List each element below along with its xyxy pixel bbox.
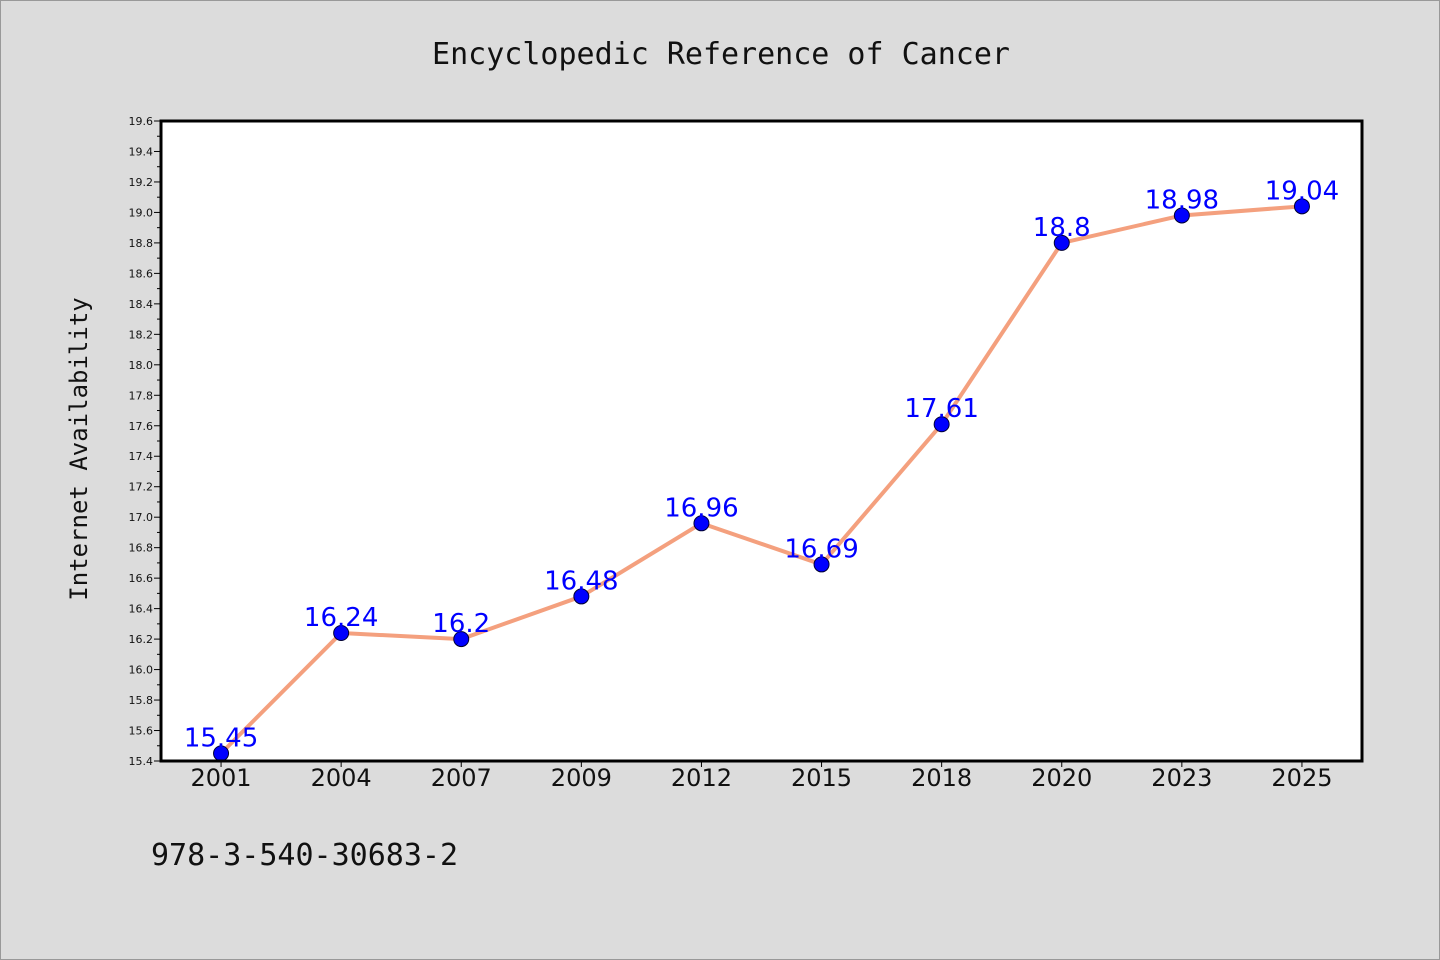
y-tick-label: 17.2 xyxy=(129,481,154,494)
x-tick-label: 2020 xyxy=(1031,764,1092,792)
data-label: 16.2 xyxy=(432,609,490,639)
x-tick-label: 2023 xyxy=(1151,764,1212,792)
x-tick-label: 2009 xyxy=(551,764,612,792)
data-label: 18.8 xyxy=(1033,213,1091,243)
series-layer xyxy=(213,198,1310,762)
y-tick-label: 18.4 xyxy=(129,298,154,311)
y-tick-label: 19.0 xyxy=(129,206,154,219)
data-point xyxy=(1293,198,1310,215)
x-tick-label: 2018 xyxy=(911,764,972,792)
y-tick-label: 18.0 xyxy=(129,359,154,372)
series-line xyxy=(219,204,1304,756)
x-axis-ticks: 2001 2004 2007 2009 2012 2015 2018 2020 2023 2025 xyxy=(191,761,1332,792)
plot-frame xyxy=(159,119,1364,763)
y-tick-label: 17.8 xyxy=(129,389,154,402)
y-tick-label: 17.6 xyxy=(129,420,154,433)
y-tick-label: 19.2 xyxy=(129,176,154,189)
data-label: 19.04 xyxy=(1265,176,1339,206)
data-label: 16.69 xyxy=(784,534,858,564)
data-label: 18.98 xyxy=(1145,185,1219,215)
y-tick-label: 18.6 xyxy=(129,267,154,280)
y-tick-label: 17.0 xyxy=(129,511,154,524)
data-point xyxy=(333,625,350,641)
y-tick-label: 16.6 xyxy=(129,572,154,585)
data-point xyxy=(1053,234,1070,251)
x-tick-label: 2001 xyxy=(191,764,252,792)
x-tick-label: 2025 xyxy=(1271,764,1332,792)
y-tick-label: 18.8 xyxy=(129,237,154,250)
isbn-footer: 978-3-540-30683-2 xyxy=(151,838,458,873)
y-tick-label: 19.4 xyxy=(129,145,154,158)
plot-area xyxy=(161,121,1362,761)
data-label: 17.61 xyxy=(904,394,978,424)
y-tick-label: 16.2 xyxy=(129,633,154,646)
x-tick-label: 2004 xyxy=(311,764,372,792)
y-tick-label: 17.4 xyxy=(129,450,154,463)
x-tick-label: 2015 xyxy=(791,764,852,792)
y-axis-ticks: 15.4 15.6 15.8 16.0 16.2 16.4 16.6 16.8 17.0 17.2… xyxy=(129,115,161,768)
data-point xyxy=(1173,207,1190,224)
y-tick-label: 15.8 xyxy=(129,694,154,707)
y-tick-label: 15.4 xyxy=(129,755,154,768)
x-tick-label: 2007 xyxy=(431,764,492,792)
data-point xyxy=(933,416,950,433)
y-tick-label: 19.6 xyxy=(129,115,154,128)
data-label: 16.96 xyxy=(664,493,738,523)
y-tick-label: 16.0 xyxy=(129,664,154,677)
y-tick-label: 16.8 xyxy=(129,542,154,555)
x-tick-label: 2012 xyxy=(671,764,732,792)
data-labels: 15.45 16.24 16.2 16.48 16.96 16.69 17.61 18.8 18… xyxy=(184,176,1339,753)
y-tick-label: 18.2 xyxy=(129,328,154,341)
data-label: 15.45 xyxy=(184,723,258,753)
data-point xyxy=(573,588,590,605)
y-tick-label: 16.4 xyxy=(129,603,154,616)
data-label: 16.24 xyxy=(304,603,378,633)
chart-title: Encyclopedic Reference of Cancer xyxy=(432,37,1010,72)
data-label: 16.48 xyxy=(544,566,618,596)
data-point xyxy=(813,556,830,573)
y-axis-label: Internet Availability xyxy=(65,297,93,600)
data-point xyxy=(693,515,710,532)
y-tick-label: 15.6 xyxy=(129,725,154,738)
data-point xyxy=(453,631,470,648)
